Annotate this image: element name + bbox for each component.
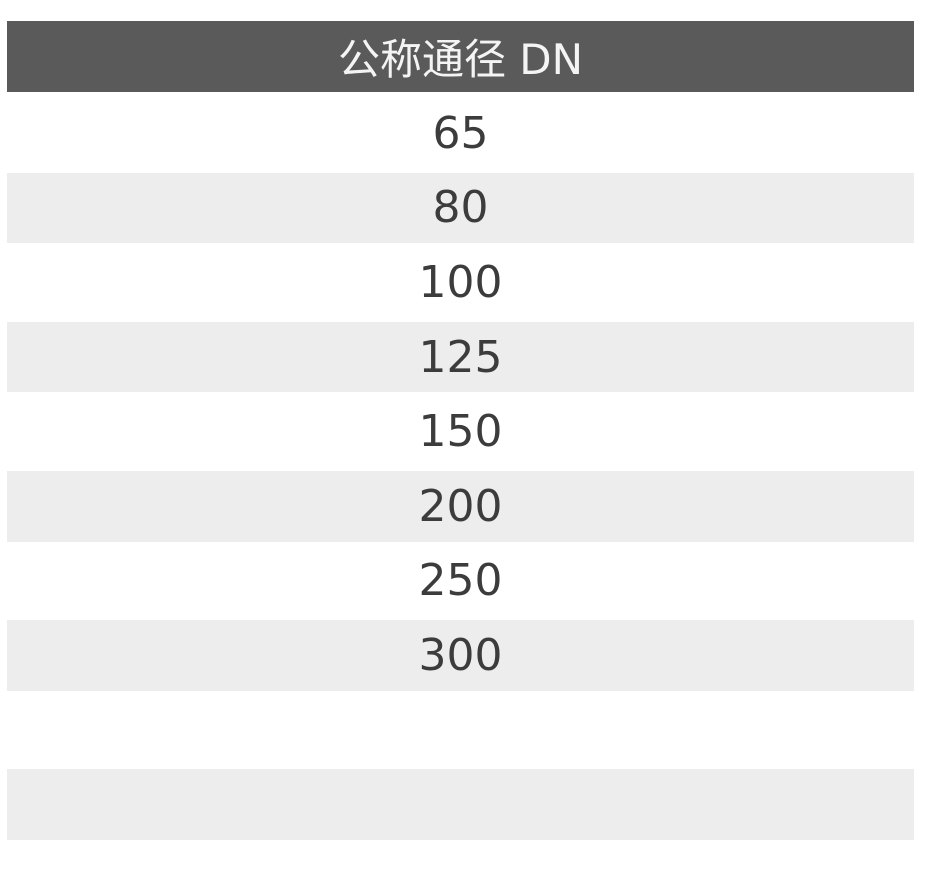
table-row [7,767,914,842]
table-row: 125 [7,319,914,395]
dn-table: 公称通径 DN 65 80 100 125 150 200 250 300 [7,21,914,842]
table-row: 200 [7,468,914,544]
table-row [7,693,914,768]
table-row: 250 [418,555,503,607]
table-row: 100 [418,256,503,308]
table-row: 65 [432,107,489,159]
table-row: 300 [7,618,914,693]
table-header: 公称通径 DN [7,21,914,92]
table-row: 150 [418,406,503,458]
table-row: 80 [7,170,914,246]
table-body: 65 80 100 125 150 200 250 300 [7,96,914,842]
